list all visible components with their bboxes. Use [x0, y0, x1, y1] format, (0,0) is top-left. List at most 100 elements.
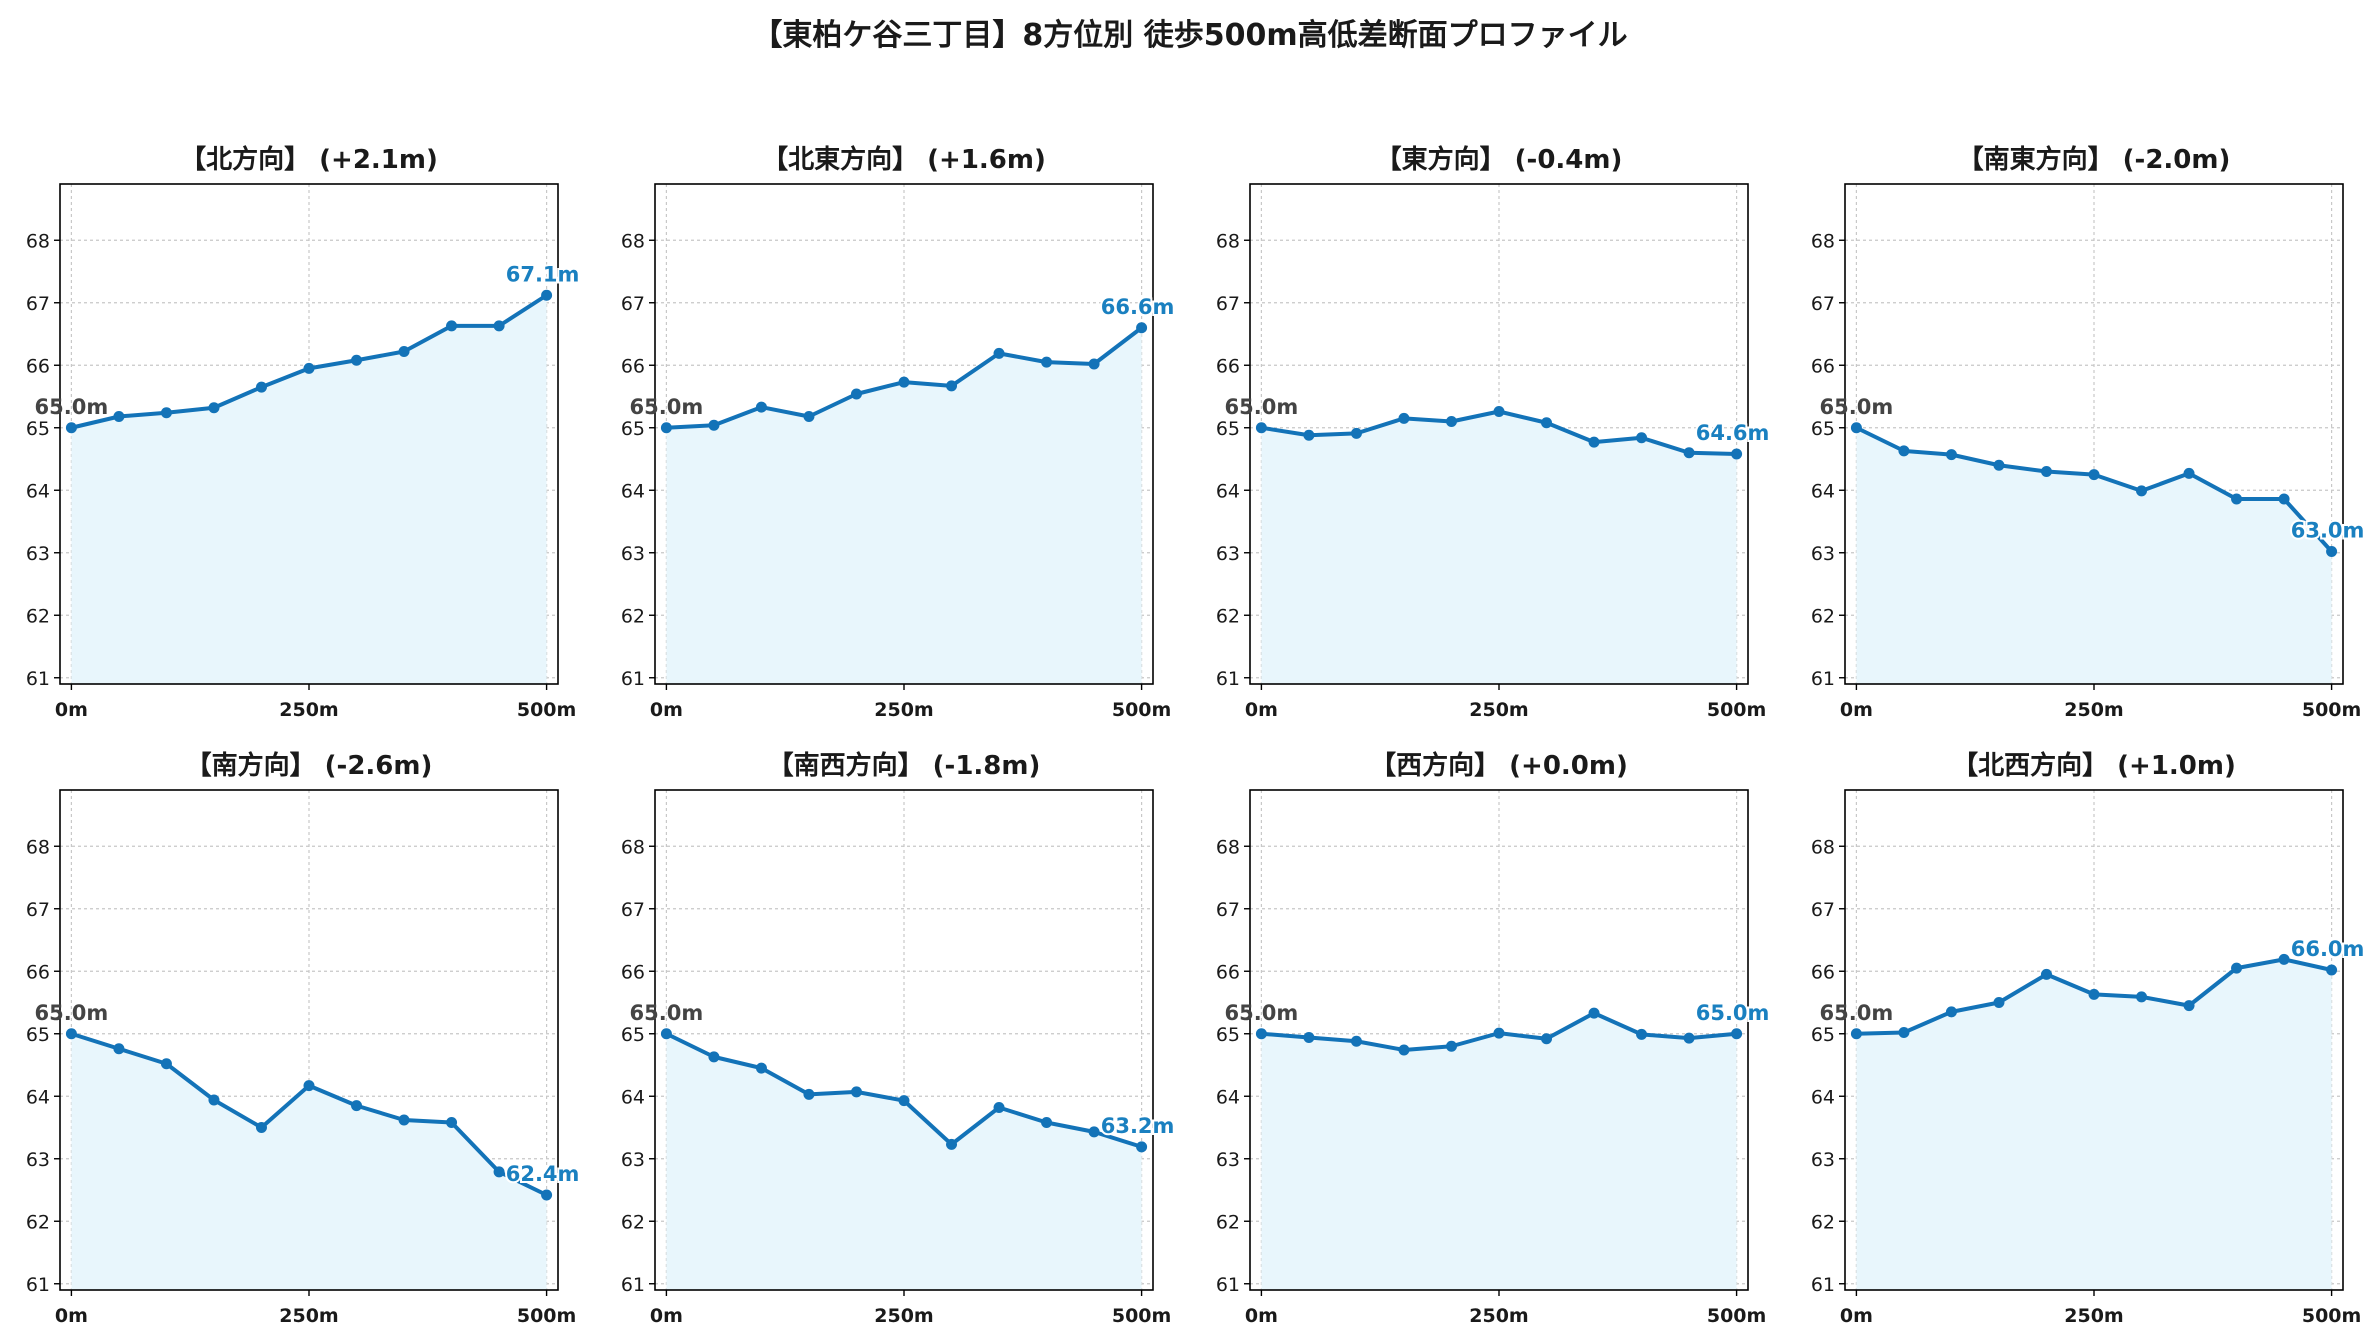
y-tick-label: 66 — [1216, 961, 1240, 983]
y-tick-label: 68 — [1811, 836, 1835, 858]
x-tick-label: 500m — [2302, 1305, 2361, 1327]
y-tick-label: 64 — [1811, 480, 1835, 502]
y-tick-label: 68 — [621, 836, 645, 858]
elevation-point — [708, 1051, 720, 1063]
x-tick-label: 250m — [279, 1305, 338, 1327]
y-tick-label: 63 — [1216, 1149, 1240, 1171]
start-elevation-label: 65.0m — [35, 395, 109, 419]
y-tick-label: 61 — [1216, 668, 1240, 690]
elevation-point — [113, 1043, 125, 1055]
elevation-point — [1398, 412, 1410, 424]
y-tick-label: 64 — [1216, 480, 1240, 502]
y-tick-label: 64 — [1216, 1086, 1240, 1108]
elevation-point — [493, 320, 505, 332]
x-tick-label: 0m — [650, 699, 683, 721]
end-elevation-label: 63.2m — [1101, 1114, 1175, 1138]
elevation-point — [2183, 467, 2195, 479]
elevation-point — [850, 388, 862, 400]
elevation-point — [2040, 466, 2052, 477]
elevation-point — [2183, 1000, 2195, 1012]
y-tick-label: 67 — [1811, 293, 1835, 315]
y-tick-label: 65 — [621, 1024, 645, 1046]
end-elevation-label: 63.0m — [2291, 519, 2365, 543]
y-tick-label: 68 — [621, 230, 645, 252]
panel-title: 【南方向】 (-2.6m) — [186, 750, 433, 781]
y-tick-label: 62 — [1811, 1211, 1835, 1233]
y-tick-label: 66 — [1811, 961, 1835, 983]
y-tick-label: 63 — [1811, 1149, 1835, 1171]
y-tick-label: 65 — [26, 1024, 50, 1046]
elevation-point — [1136, 1141, 1148, 1153]
y-tick-label: 66 — [1216, 355, 1240, 377]
y-tick-label: 66 — [1811, 355, 1835, 377]
elevation-point — [2326, 546, 2338, 557]
elevation-point — [946, 1138, 958, 1150]
y-tick-label: 63 — [621, 543, 645, 565]
x-tick-label: 250m — [2064, 1305, 2123, 1327]
elevation-point — [208, 1094, 220, 1106]
plot-frame — [1249, 183, 1749, 685]
elevation-point — [208, 402, 220, 414]
elevation-point — [493, 1166, 505, 1178]
y-tick-label: 64 — [1811, 1086, 1835, 1108]
panel-2: 【北東方向】 (+1.6m) 61 62 63 64 65 66 67 68 0m 250m 500m… — [621, 144, 1177, 721]
y-tick-label: 61 — [26, 668, 50, 690]
elevation-point — [255, 1122, 267, 1133]
y-tick-label: 62 — [26, 605, 50, 627]
y-tick-label: 67 — [26, 899, 50, 921]
y-tick-label: 61 — [26, 1274, 50, 1296]
start-elevation-label: 65.0m — [1225, 395, 1299, 419]
elevation-point — [1898, 445, 1910, 457]
elevation-point — [993, 1102, 1005, 1113]
start-elevation-label: 65.0m — [1820, 1001, 1894, 1025]
x-tick-label: 0m — [55, 1305, 88, 1327]
y-tick-label: 67 — [1216, 293, 1240, 315]
x-tick-label: 250m — [1469, 699, 1528, 721]
elevation-point — [1445, 416, 1457, 427]
panel-title: 【東方向】 (-0.4m) — [1376, 144, 1623, 175]
elevation-point — [755, 1062, 767, 1074]
y-tick-label: 62 — [26, 1211, 50, 1233]
y-tick-label: 64 — [26, 480, 50, 502]
elevation-point — [1303, 429, 1315, 441]
y-tick-label: 67 — [621, 293, 645, 315]
panel-title: 【北方向】 (+2.1m) — [180, 144, 438, 175]
elevation-point — [1041, 356, 1053, 368]
y-tick-label: 68 — [1216, 230, 1240, 252]
x-tick-label: 500m — [1707, 1305, 1766, 1327]
start-elevation-label: 65.0m — [630, 1001, 704, 1025]
y-tick-label: 66 — [26, 961, 50, 983]
elevation-point — [1683, 447, 1695, 459]
elevation-point — [398, 1114, 410, 1126]
y-tick-label: 67 — [621, 899, 645, 921]
elevation-point — [1731, 1028, 1743, 1040]
y-tick-label: 61 — [621, 668, 645, 690]
elevation-point — [398, 346, 410, 357]
y-tick-label: 66 — [621, 355, 645, 377]
elevation-point — [1945, 449, 1957, 461]
elevation-point — [1850, 422, 1862, 434]
x-tick-label: 500m — [2302, 699, 2361, 721]
elevation-point — [993, 347, 1005, 359]
plot-frame — [1844, 183, 2344, 685]
elevation-point — [2326, 964, 2338, 976]
start-elevation-label: 65.0m — [1225, 1001, 1299, 1025]
y-tick-label: 65 — [1811, 1024, 1835, 1046]
y-tick-label: 63 — [26, 1149, 50, 1171]
y-tick-label: 61 — [621, 1274, 645, 1296]
elevation-point — [446, 1117, 458, 1128]
plot-frame — [654, 183, 1154, 685]
y-tick-label: 66 — [621, 961, 645, 983]
y-tick-label: 64 — [621, 1086, 645, 1108]
y-tick-label: 68 — [26, 836, 50, 858]
elevation-point — [1588, 436, 1600, 448]
elevation-point — [65, 1028, 77, 1040]
elevation-point — [1493, 1027, 1505, 1039]
x-tick-label: 500m — [1707, 699, 1766, 721]
elevation-point — [541, 289, 553, 301]
panel-8: 【北西方向】 (+1.0m) 61 62 63 64 65 66 67 68 0m 250m 500m… — [1811, 750, 2367, 1327]
x-tick-label: 500m — [517, 1305, 576, 1327]
y-tick-label: 68 — [1811, 230, 1835, 252]
y-tick-label: 64 — [26, 1086, 50, 1108]
elevation-point — [1993, 997, 2005, 1008]
